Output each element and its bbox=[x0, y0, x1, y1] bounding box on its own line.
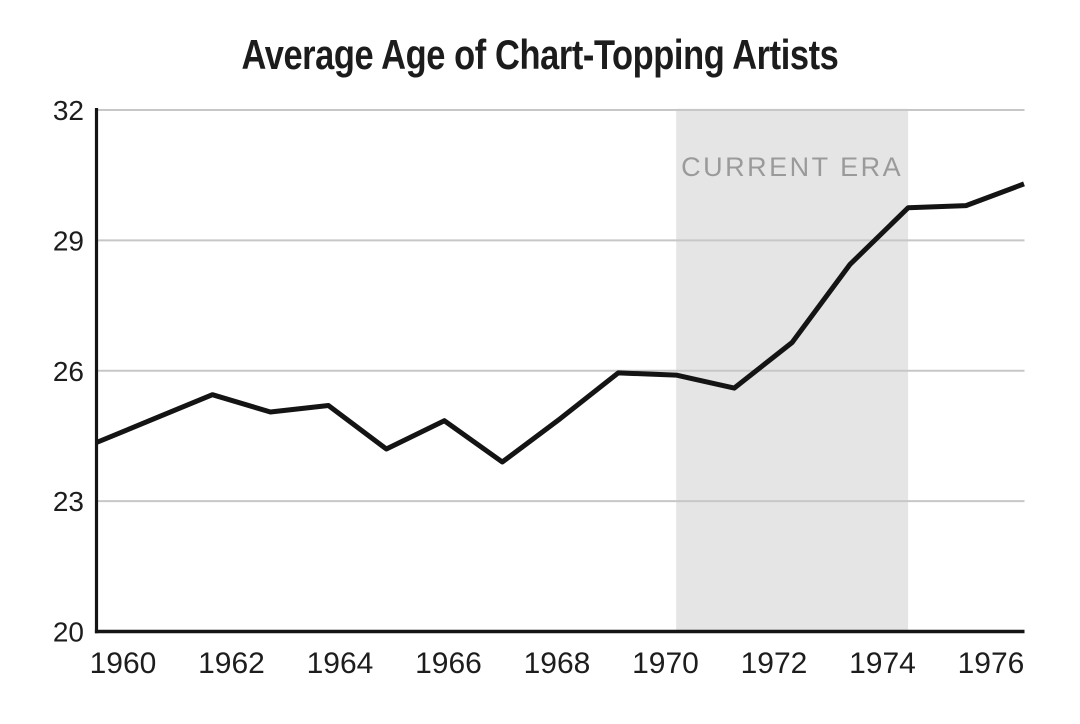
y-axis-tick-label-20: 20 bbox=[53, 617, 84, 648]
y-axis-tick-label-29: 29 bbox=[53, 225, 84, 256]
chart-title: Average Age of Chart-Topping Artists bbox=[0, 31, 1080, 79]
x-axis-tick-label-1976: 1976 bbox=[958, 647, 1025, 680]
x-axis-tick-label-1968: 1968 bbox=[524, 647, 591, 680]
tick-label-layer: 1960 1962 1964 1966 1968 1970 1972 1974 1976 20 23… bbox=[53, 95, 1025, 680]
y-axis-tick-label-23: 23 bbox=[53, 486, 84, 517]
x-axis-tick-label-1964: 1964 bbox=[307, 647, 374, 680]
x-axis-tick-label-1962: 1962 bbox=[198, 647, 265, 680]
y-axis-tick-label-32: 32 bbox=[53, 95, 84, 126]
chart-title-text: Average Age of Chart-Topping Artists bbox=[241, 31, 839, 78]
axis-layer bbox=[94, 108, 1025, 634]
gridline-layer bbox=[96, 109, 1025, 503]
x-axis-tick-label-1970: 1970 bbox=[632, 647, 699, 680]
x-axis-tick-label-1974: 1974 bbox=[849, 647, 916, 680]
current-era-label: CURRENT ERA bbox=[681, 152, 903, 182]
x-axis-tick-label-1972: 1972 bbox=[741, 647, 808, 680]
x-axis-tick-label-1960: 1960 bbox=[90, 647, 157, 680]
series-layer bbox=[95, 181, 1025, 465]
age-trend-line bbox=[95, 181, 1025, 465]
x-axis-tick-label-1966: 1966 bbox=[415, 647, 482, 680]
y-axis-tick-label-26: 26 bbox=[53, 356, 84, 387]
